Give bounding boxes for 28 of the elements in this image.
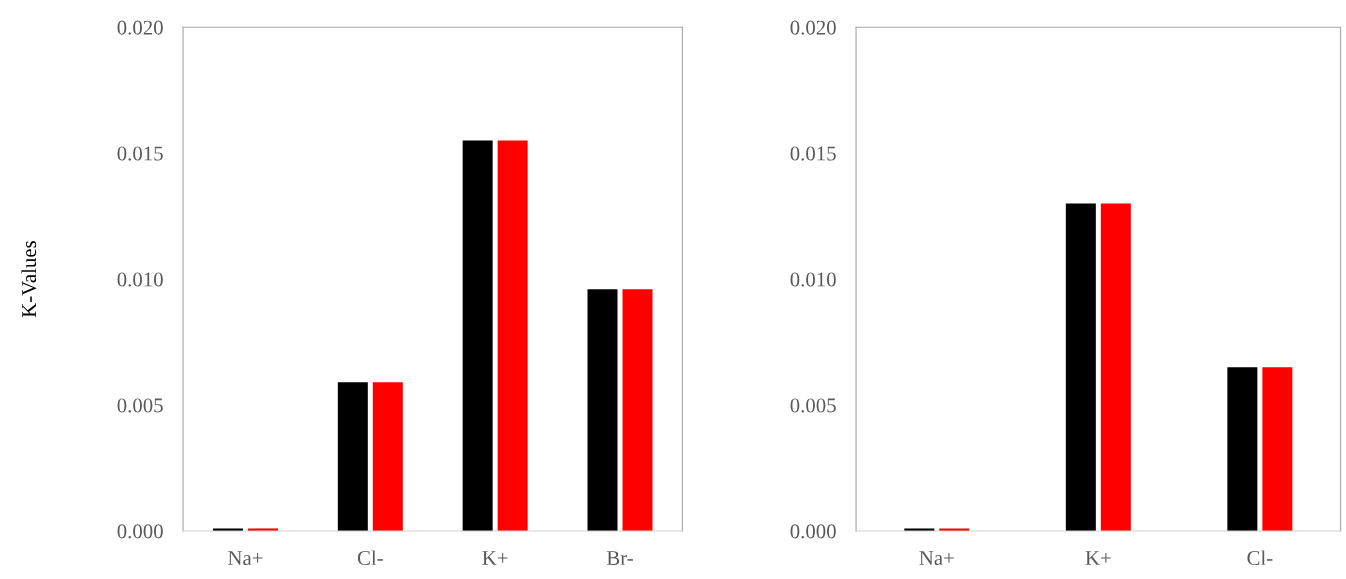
bar xyxy=(462,140,493,531)
bar xyxy=(1262,367,1293,531)
bar xyxy=(1065,203,1096,531)
y-tick-label: 0.005 xyxy=(117,398,163,413)
y-tick-label: 0.000 xyxy=(790,524,836,539)
bar xyxy=(337,382,368,531)
x-tick-label: Br- xyxy=(606,551,633,565)
x-tick-label: K+ xyxy=(1085,551,1111,565)
y-tick-label: 0.015 xyxy=(117,146,163,161)
y-tick-label: 0.010 xyxy=(117,272,163,287)
bar xyxy=(622,289,653,531)
y-tick-label: 0.010 xyxy=(790,272,836,287)
x-tick-label: Cl- xyxy=(1247,550,1273,566)
y-tick-label: 0.000 xyxy=(117,524,163,539)
bar xyxy=(497,140,528,531)
y-tick-label: 0.005 xyxy=(790,398,836,413)
bar xyxy=(1100,203,1131,531)
y-tick-label: 0.020 xyxy=(117,20,163,35)
x-tick-label: K+ xyxy=(482,551,508,565)
y-axis-title: K-Values xyxy=(21,241,37,318)
y-tick-label: 0.015 xyxy=(790,146,836,161)
bar xyxy=(372,382,403,531)
x-tick-label: Cl- xyxy=(357,550,383,566)
bar xyxy=(1227,367,1258,531)
bar xyxy=(587,289,618,531)
x-tick-label: Na+ xyxy=(228,551,263,566)
x-tick-label: Na+ xyxy=(919,551,954,566)
y-tick-label: 0.020 xyxy=(790,20,836,35)
